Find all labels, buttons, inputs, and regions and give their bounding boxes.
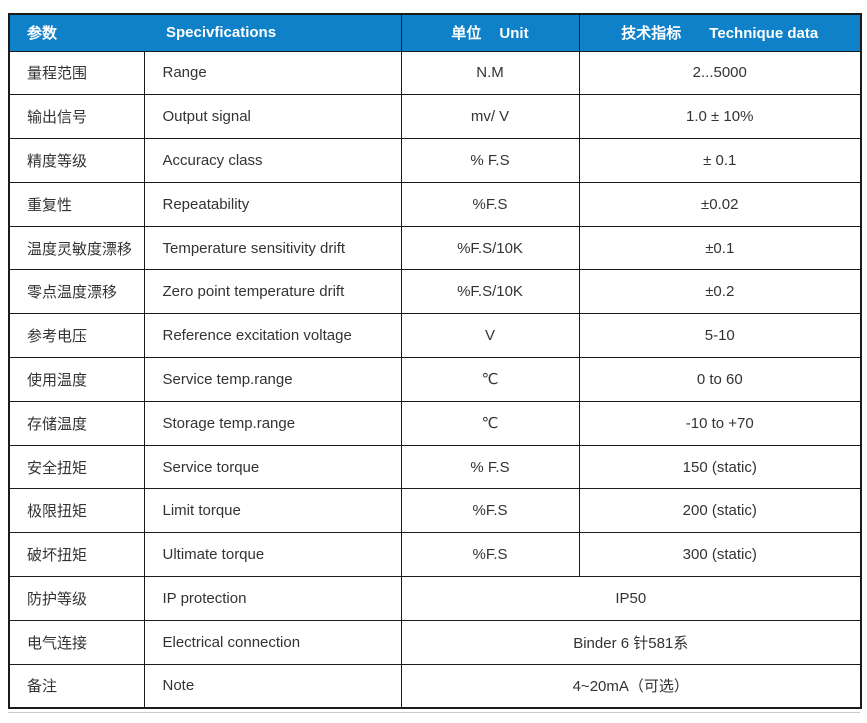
- value-cell: 150 (static): [578, 444, 862, 490]
- table-row-electrical-connection: 电气连接 Electrical connection Binder 6 针581…: [8, 619, 862, 665]
- spec-cell: Note: [143, 663, 402, 709]
- spec-table: 参数 Specivfications 单位 Unit 技术指标 Technique …: [8, 13, 862, 709]
- param-cell: 参考电压: [8, 313, 145, 359]
- param-cell: 安全扭矩: [8, 444, 145, 490]
- merged-value-cell: IP50: [400, 576, 862, 621]
- value-cell: 5-10: [578, 313, 862, 359]
- table-header-row: 参数 Specivfications 单位 Unit 技术指标 Technique …: [8, 13, 862, 52]
- merged-value-cell: Binder 6 针581系: [400, 619, 862, 665]
- param-cell: 量程范围: [8, 50, 145, 96]
- header-specifications: Specivfications: [144, 13, 402, 52]
- param-cell: 重复性: [8, 181, 145, 227]
- merged-value-cell: 4~20mA（可选）: [400, 663, 862, 709]
- spec-cell: IP protection: [143, 576, 402, 621]
- spec-cell: Limit torque: [143, 488, 402, 534]
- unit-cell: %F.S: [400, 181, 580, 227]
- header-unit-zh: 单位: [451, 25, 482, 43]
- table-row-limit-torque: 极限扭矩 Limit torque %F.S 200 (static): [8, 488, 862, 534]
- value-cell: 0 to 60: [578, 357, 862, 402]
- table-row-zero-point-temp-drift: 零点温度漂移 Zero point temperature drift %F.S…: [8, 269, 862, 315]
- spec-cell: Accuracy class: [143, 138, 402, 183]
- unit-cell: ℃: [400, 400, 580, 446]
- table-row-output-signal: 输出信号 Output signal mv/ V 1.0 ± 10%: [8, 94, 862, 140]
- value-cell: ± 0.1: [578, 138, 862, 183]
- unit-cell: V: [400, 313, 580, 359]
- spec-cell: Electrical connection: [143, 619, 402, 665]
- unit-cell: ℃: [400, 357, 580, 402]
- spec-cell: Storage temp.range: [143, 400, 402, 446]
- param-cell: 破坏扭矩: [8, 532, 145, 578]
- table-row-note: 备注 Note 4~20mA（可选）: [8, 663, 862, 709]
- value-cell: ±0.2: [578, 269, 862, 315]
- param-cell: 精度等级: [8, 138, 145, 183]
- spec-cell: Ultimate torque: [143, 532, 402, 578]
- spec-cell: Temperature sensitivity drift: [143, 225, 402, 271]
- value-cell: 1.0 ± 10%: [578, 94, 862, 140]
- spec-cell: Repeatability: [143, 181, 402, 227]
- value-cell: 2...5000: [578, 50, 862, 96]
- param-cell: 输出信号: [8, 94, 145, 140]
- header-unit-en: Unit: [499, 25, 529, 43]
- param-cell: 零点温度漂移: [8, 269, 145, 315]
- unit-cell: %F.S/10K: [400, 225, 580, 271]
- param-cell: 备注: [8, 663, 145, 709]
- unit-cell: % F.S: [400, 444, 580, 490]
- table-row-service-torque: 安全扭矩 Service torque % F.S 150 (static): [8, 444, 862, 490]
- table-row-temp-sensitivity-drift: 温度灵敏度漂移 Temperature sensitivity drift %F…: [8, 225, 862, 271]
- param-cell: 防护等级: [8, 576, 145, 621]
- table-row-service-temp: 使用温度 Service temp.range ℃ 0 to 60: [8, 357, 862, 402]
- spec-cell: Reference excitation voltage: [143, 313, 402, 359]
- unit-cell: %F.S: [400, 532, 580, 578]
- unit-cell: %F.S: [400, 488, 580, 534]
- table-row-storage-temp: 存储温度 Storage temp.range ℃ -10 to +70: [8, 400, 862, 446]
- param-cell: 使用温度: [8, 357, 145, 402]
- unit-cell: mv/ V: [400, 94, 580, 140]
- table-row-accuracy-class: 精度等级 Accuracy class % F.S ± 0.1: [8, 138, 862, 183]
- unit-cell: %F.S/10K: [400, 269, 580, 315]
- param-cell: 存储温度: [8, 400, 145, 446]
- table-bottom-rule: [8, 712, 860, 713]
- spec-cell: Service torque: [143, 444, 402, 490]
- unit-cell: N.M: [400, 50, 580, 96]
- param-cell: 极限扭矩: [8, 488, 145, 534]
- table-row-ip-protection: 防护等级 IP protection IP50: [8, 576, 862, 621]
- unit-cell: % F.S: [400, 138, 580, 183]
- spec-cell: Zero point temperature drift: [143, 269, 402, 315]
- header-unit: 单位 Unit: [400, 13, 580, 52]
- value-cell: ±0.1: [578, 225, 862, 271]
- header-technique-data: 技术指标 Technique data: [578, 13, 862, 52]
- value-cell: 300 (static): [578, 532, 862, 578]
- spec-cell: Service temp.range: [143, 357, 402, 402]
- param-cell: 电气连接: [8, 619, 145, 665]
- param-cell: 温度灵敏度漂移: [8, 225, 145, 271]
- spec-cell: Output signal: [143, 94, 402, 140]
- header-param: 参数: [8, 13, 144, 52]
- table-row-repeatability: 重复性 Repeatability %F.S ±0.02: [8, 181, 862, 227]
- value-cell: 200 (static): [578, 488, 862, 534]
- table-row-range: 量程范围 Range N.M 2...5000: [8, 50, 862, 96]
- table-row-ultimate-torque: 破坏扭矩 Ultimate torque %F.S 300 (static): [8, 532, 862, 578]
- value-cell: -10 to +70: [578, 400, 862, 446]
- value-cell: ±0.02: [578, 181, 862, 227]
- header-tech-zh: 技术指标: [621, 25, 682, 43]
- table-row-reference-voltage: 参考电压 Reference excitation voltage V 5-10: [8, 313, 862, 359]
- header-tech-en: Technique data: [709, 25, 819, 43]
- spec-cell: Range: [143, 50, 402, 96]
